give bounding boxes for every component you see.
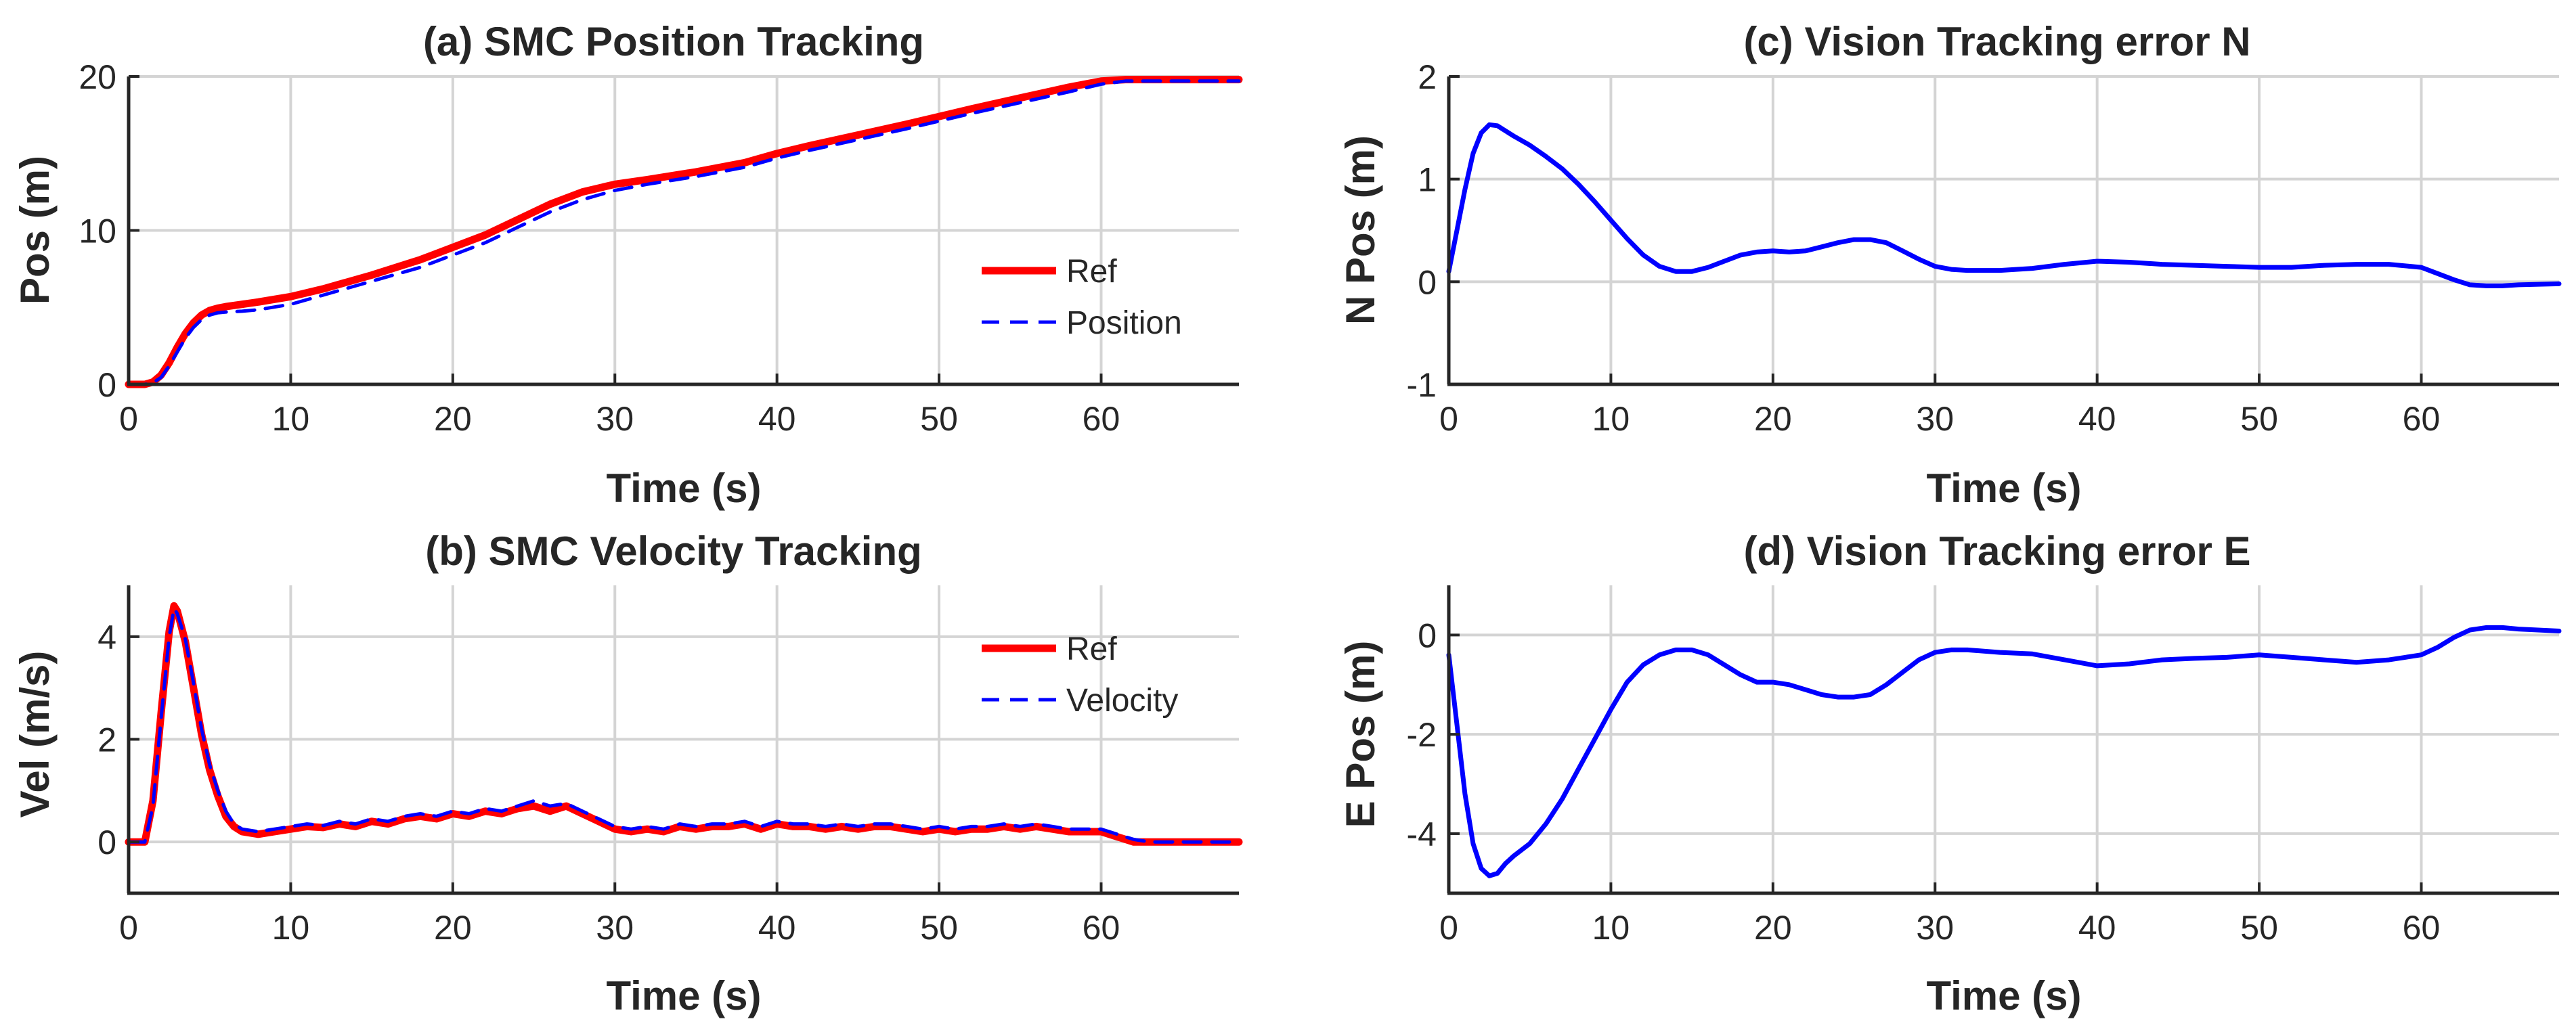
series-a-position [127,79,1241,386]
x-tick-label-a-6: 60 [1083,400,1120,438]
y-tick-label-d-1: -2 [1407,716,1437,754]
x-tick-label-d-0: 0 [1439,909,1458,947]
panel-d: (d) Vision Tracking error E 0 10 20 30 40 50 6… [1338,529,2562,1018]
legend-a-position-label: Position [1066,305,1182,341]
ylabel-b: Vel (m/s) [12,651,58,818]
x-tick-label-b-3: 30 [596,909,634,947]
y-tick-label-d-0: -4 [1407,815,1437,853]
y-tick-label-d-2: 0 [1418,616,1437,654]
axes-d: 0 10 20 30 40 50 60 -4 -2 0 [1407,585,2559,947]
x-tick-label-c-0: 0 [1439,400,1458,438]
x-tick-label-c-2: 20 [1754,400,1792,438]
series-d-e-error [1446,625,2562,878]
y-tick-label-b-1: 2 [97,721,116,759]
legend-a-ref-label: Ref [1066,254,1117,290]
x-tick-label-a-5: 50 [920,400,958,438]
legend-b: Ref Velocity [982,631,1178,719]
series-d [1446,625,2562,878]
ylabel-d: E Pos (m) [1338,641,1383,828]
xlabel-b: Time (s) [607,973,762,1018]
y-tick-label-c-3: 2 [1418,58,1437,96]
series-c-n-error [1446,122,2562,288]
x-tick-label-a-0: 0 [119,400,138,438]
legend-b-velocity-label: Velocity [1066,683,1178,719]
grid-d [1447,585,2559,893]
x-tick-label-d-5: 50 [2240,909,2278,947]
xlabel-c: Time (s) [1927,466,2082,511]
x-tick-label-c-4: 40 [2078,400,2116,438]
x-tick-label-c-1: 10 [1592,400,1630,438]
series-a [125,76,1243,388]
y-tick-label-c-2: 1 [1418,161,1437,199]
series-c [1446,122,2562,288]
series-a-ref [125,76,1243,388]
y-tick-label-c-0: -1 [1407,366,1437,404]
x-tick-label-d-2: 20 [1754,909,1792,947]
panel-b: (b) SMC Velocity Tracking 0 10 20 30 40 50 600… [12,529,1243,1018]
grid-c [1447,75,2559,386]
y-tick-label-b-0: 0 [97,824,116,861]
y-tick-label-a-1: 10 [79,212,116,250]
x-tick-label-d-3: 30 [1916,909,1954,947]
panel-c: (c) Vision Tracking error N 0 10 20 30 40 50 6… [1338,19,2562,511]
xlabel-a: Time (s) [607,466,762,511]
x-tick-label-b-0: 0 [119,909,138,947]
x-tick-label-a-1: 10 [272,400,310,438]
x-tick-label-b-6: 60 [1083,909,1120,947]
xlabel-d: Time (s) [1927,973,2082,1018]
x-tick-label-c-3: 30 [1916,400,1954,438]
legend-a: Ref Position [982,254,1182,341]
x-tick-label-b-1: 10 [272,909,310,947]
title-d: (d) Vision Tracking error E [1743,529,2250,574]
axes-a: 0 10 20 30 40 50 60 0 10 20 [79,58,1239,438]
y-tick-label-a-2: 20 [79,58,116,96]
legend-b-ref-label: Ref [1066,631,1117,667]
x-tick-label-b-5: 50 [920,909,958,947]
x-tick-label-d-4: 40 [2078,909,2116,947]
ylabel-c: N Pos (m) [1338,135,1383,325]
x-tick-label-a-2: 20 [434,400,472,438]
y-tick-label-a-0: 0 [97,366,116,404]
x-tick-label-b-4: 40 [758,909,796,947]
ylabel-a: Pos (m) [12,156,58,305]
title-c: (c) Vision Tracking error N [1743,19,2250,64]
series-b-ref [125,602,1243,846]
x-tick-label-b-2: 20 [434,909,472,947]
series-b-velocity [127,606,1241,844]
x-tick-label-c-5: 50 [2240,400,2278,438]
y-tick-label-b-2: 4 [97,619,116,656]
x-tick-label-a-4: 40 [758,400,796,438]
x-tick-label-a-3: 30 [596,400,634,438]
y-tick-label-c-1: 0 [1418,263,1437,301]
panel-a: (a) SMC Position Tracking 0 10 20 30 40 50 600… [12,19,1243,511]
title-a: (a) SMC Position Tracking [423,19,924,64]
x-tick-label-c-6: 60 [2403,400,2441,438]
x-tick-label-d-1: 10 [1592,909,1630,947]
title-b: (b) SMC Velocity Tracking [425,529,922,574]
axes-b: 0 10 20 30 40 50 60 0 2 4 [97,585,1239,947]
series-b [125,602,1243,846]
x-tick-label-d-6: 60 [2403,909,2441,947]
